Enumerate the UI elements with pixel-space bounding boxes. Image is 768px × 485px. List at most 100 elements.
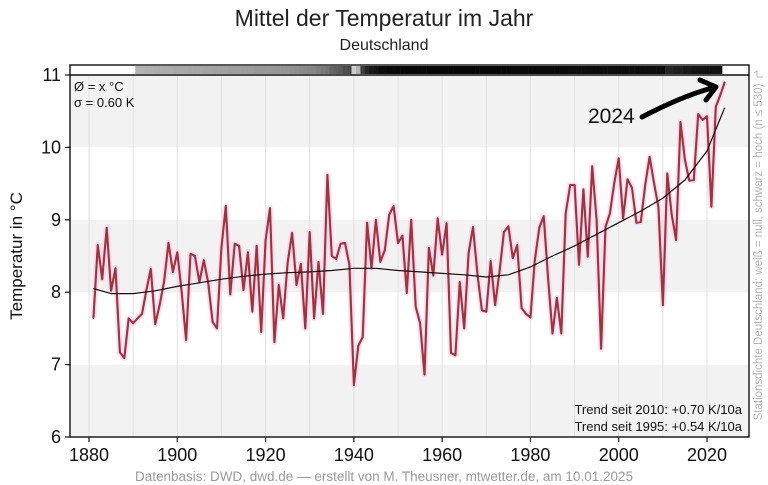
- data-point-1983: [542, 215, 545, 217]
- data-point-1930: [308, 231, 311, 233]
- stripe-1886: [113, 66, 118, 74]
- data-point-1968: [476, 274, 479, 276]
- stripe-2010: [660, 66, 666, 74]
- stripe-1931: [311, 66, 317, 74]
- stripe-1956: [422, 66, 427, 74]
- data-point-1957: [428, 247, 430, 249]
- stripe-1914: [236, 66, 242, 74]
- stripe-1906: [201, 66, 207, 74]
- data-point-1892: [141, 313, 143, 315]
- stripe-1998: [607, 66, 613, 74]
- stripe-1881: [91, 66, 96, 74]
- data-point-2015: [684, 158, 686, 161]
- x-tick-label-1900: 1900: [157, 445, 197, 465]
- data-point-1894: [150, 268, 152, 270]
- stripe-1903: [188, 66, 193, 74]
- stripe-1911: [223, 66, 229, 74]
- stripe-2019: [700, 66, 705, 74]
- stripe-1990: [572, 66, 577, 74]
- data-point-1915: [242, 289, 245, 291]
- data-point-1977: [516, 244, 518, 246]
- stripe-2009: [656, 66, 661, 74]
- data-point-1948: [388, 213, 390, 216]
- data-point-1953: [410, 219, 413, 221]
- data-point-1972: [494, 304, 496, 307]
- stripe-1909: [214, 66, 220, 74]
- annotation-2024-label: 2024: [588, 105, 635, 128]
- data-point-1962: [450, 352, 452, 354]
- data-point-1949: [392, 205, 395, 207]
- stripe-2005: [638, 66, 644, 74]
- data-point-1908: [211, 321, 214, 323]
- stripe-1935: [329, 66, 335, 74]
- stripe-1969: [479, 66, 485, 74]
- stripe-1882: [95, 66, 101, 74]
- data-point-2009: [657, 205, 660, 208]
- stripe-2022: [713, 66, 719, 74]
- data-point-1893: [145, 289, 148, 291]
- y-tick-label-6: 6: [51, 427, 61, 447]
- stripe-1943: [364, 66, 370, 74]
- stripe-1974: [501, 66, 507, 74]
- stripe-1925: [285, 66, 291, 74]
- data-point-1927: [295, 284, 298, 286]
- stripe-2006: [642, 66, 648, 74]
- stripe-1890: [130, 66, 136, 74]
- stripe-1948: [386, 66, 392, 74]
- y-tick-label-11: 11: [42, 65, 61, 85]
- stripe-1891: [135, 66, 140, 74]
- data-point-1990: [573, 184, 576, 186]
- data-point-1906: [202, 259, 205, 262]
- data-point-1884: [105, 226, 108, 229]
- data-point-1936: [335, 258, 338, 260]
- data-point-2006: [644, 184, 646, 186]
- stripe-1912: [227, 66, 233, 74]
- smooth-line: [93, 107, 726, 295]
- stripe-2007: [647, 66, 653, 74]
- data-point-1961: [445, 222, 448, 225]
- stripe-1977: [514, 66, 520, 74]
- data-point-1956: [423, 373, 426, 376]
- stripe-1951: [400, 66, 405, 74]
- stripe-1993: [585, 66, 591, 74]
- band-10: [70, 75, 749, 148]
- data-point-1929: [304, 327, 307, 330]
- data-point-1897: [163, 281, 165, 283]
- data-point-2018: [697, 113, 699, 115]
- band-7: [70, 292, 749, 365]
- annotation-arrow-icon: [639, 77, 719, 120]
- stripe-1944: [369, 66, 374, 74]
- stripe-1959: [435, 66, 441, 74]
- data-point-1950: [397, 242, 399, 244]
- stripe-1960: [439, 66, 445, 74]
- stripe-2004: [634, 66, 639, 74]
- data-point-1967: [472, 226, 474, 228]
- stripe-1972: [492, 66, 498, 74]
- data-point-2022: [715, 106, 717, 108]
- stripe-1957: [426, 66, 432, 74]
- stripe-1916: [245, 66, 251, 74]
- stripe-1958: [431, 66, 436, 74]
- data-point-1969: [481, 309, 483, 312]
- data-point-1960: [441, 253, 443, 256]
- y-tick-label-8: 8: [51, 282, 61, 302]
- trend-label-1995: Trend seit 1995: +0.54 K/10a: [574, 419, 742, 434]
- stripe-1996: [598, 66, 604, 74]
- data-point-1916: [247, 251, 249, 254]
- stripe-1901: [179, 66, 185, 74]
- stripe-1976: [510, 66, 516, 74]
- y-tick-label-7: 7: [51, 355, 61, 375]
- stripe-2012: [669, 66, 675, 74]
- stripe-1999: [612, 66, 617, 74]
- stripe-2021: [709, 66, 714, 74]
- data-point-1907: [207, 281, 209, 284]
- stripe-1895: [152, 66, 158, 74]
- stripe-1924: [280, 66, 286, 74]
- stripe-1919: [258, 66, 264, 74]
- series-line: [92, 81, 726, 386]
- data-point-1988: [564, 212, 567, 215]
- data-point-1951: [401, 234, 404, 237]
- stripe-1894: [148, 66, 154, 74]
- data-point-2003: [631, 187, 633, 189]
- stripe-1929: [303, 66, 308, 74]
